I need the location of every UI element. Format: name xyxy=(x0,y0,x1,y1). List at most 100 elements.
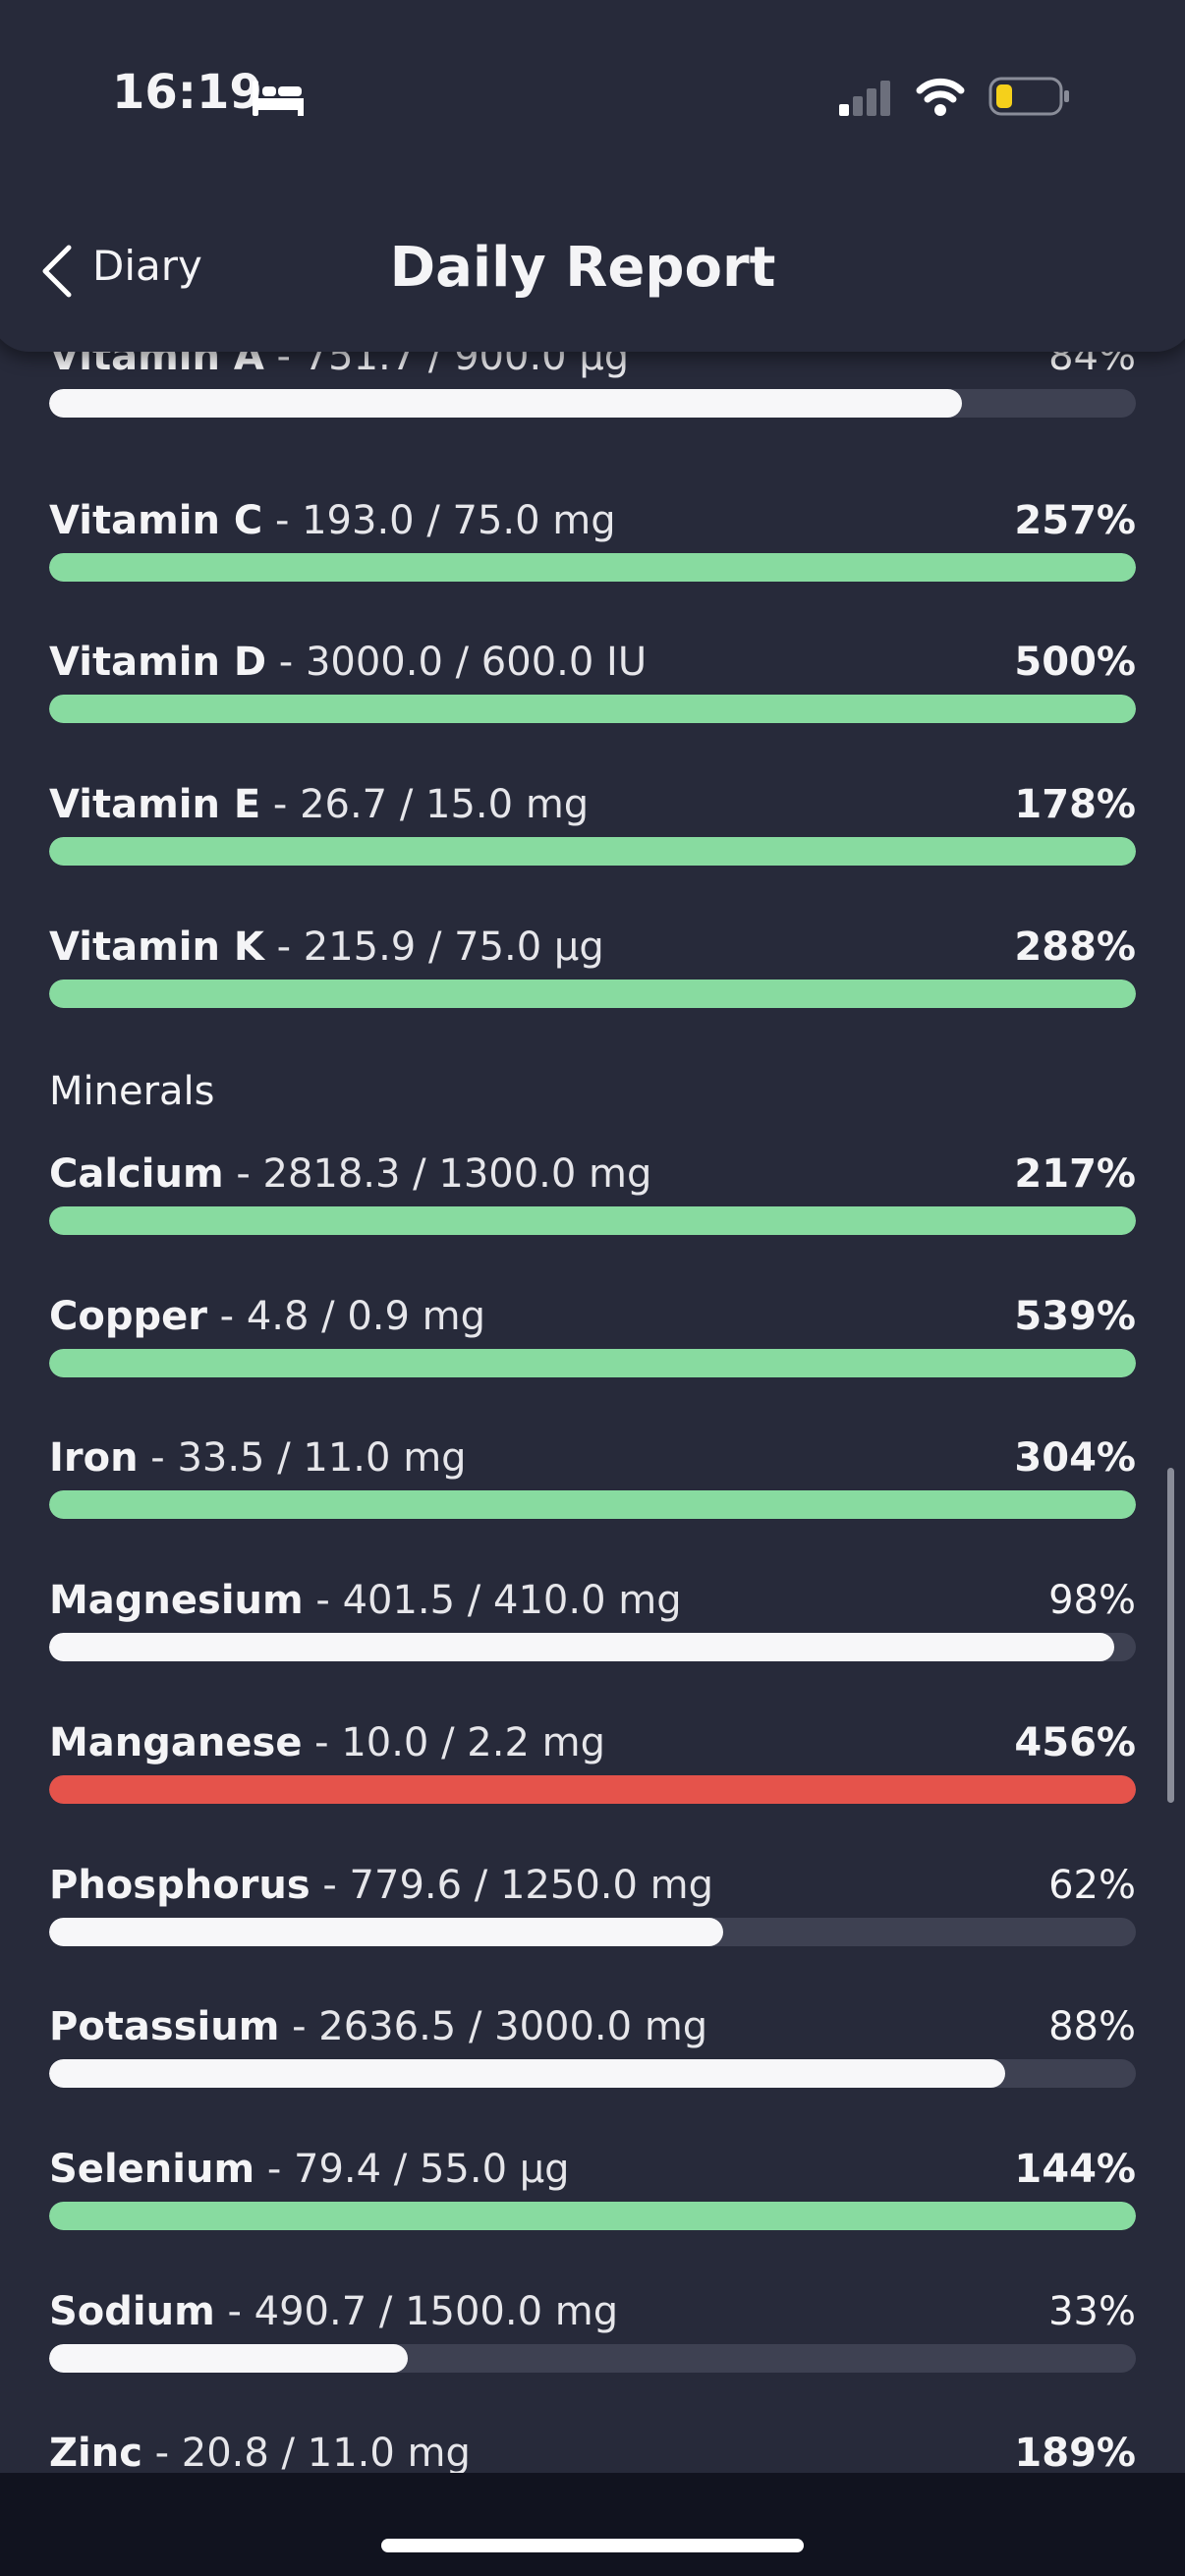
back-button[interactable]: Diary xyxy=(92,242,202,290)
percent: 539% xyxy=(1014,1293,1136,1339)
time: 16:19 xyxy=(112,65,262,120)
nutrient-row: Vitamin C - 193.0 / 75.0 mg 257% xyxy=(49,498,1136,587)
nutrient-detail: - 4.8 / 0.9 mg xyxy=(206,1293,486,1339)
page-title: Daily Report xyxy=(389,236,776,300)
progress-track xyxy=(49,2059,1136,2089)
progress-track xyxy=(49,552,1136,582)
progress-fill xyxy=(49,552,1136,582)
progress-track xyxy=(49,389,1136,418)
nutrient-label: Manganese - 10.0 / 2.2 mg xyxy=(49,1720,1136,1765)
nutrient-name: Sodium xyxy=(49,2288,215,2334)
progress-fill xyxy=(49,1774,1136,1804)
nutrient-row: Vitamin D - 3000.0 / 600.0 IU 500% xyxy=(49,640,1136,728)
progress-fill xyxy=(49,1633,1114,1662)
progress-track xyxy=(49,837,1136,867)
percent: 178% xyxy=(1014,782,1136,828)
progress-track xyxy=(49,979,1136,1008)
nutrient-row: Phosphorus - 779.6 / 1250.0 mg 62% xyxy=(49,1863,1136,1951)
percent: 456% xyxy=(1014,1719,1136,1765)
nutrient-label: Sodium - 490.7 / 1500.0 mg xyxy=(49,2289,1136,2334)
nutrient-label: Potassium - 2636.5 / 3000.0 mg xyxy=(49,2004,1136,2049)
nutrient-detail: - 2818.3 / 1300.0 mg xyxy=(223,1151,652,1197)
progress-track xyxy=(49,1206,1136,1235)
progress-track xyxy=(49,2343,1136,2373)
nutrient-label: Calcium - 2818.3 / 1300.0 mg xyxy=(49,1151,1136,1197)
progress-track xyxy=(49,695,1136,724)
progress-fill xyxy=(49,979,1136,1008)
home-indicator xyxy=(381,2539,804,2552)
nutrient-detail: - 193.0 / 75.0 mg xyxy=(262,497,616,543)
nutrient-row: Zinc - 20.8 / 11.0 mg 189% xyxy=(49,2431,1136,2473)
nutrient-detail: - 79.4 / 55.0 µg xyxy=(254,2146,570,2192)
percent: 98% xyxy=(1048,1578,1136,1624)
nutrient-row: Manganese - 10.0 / 2.2 mg 456% xyxy=(49,1720,1136,1809)
nutrient-row: Iron - 33.5 / 11.0 mg 304% xyxy=(49,1435,1136,1524)
nutrient-label: Vitamin K - 215.9 / 75.0 µg xyxy=(49,924,1136,970)
nutrient-label: Phosphorus - 779.6 / 1250.0 mg xyxy=(49,1863,1136,1908)
nutrient-label: Vitamin E - 26.7 / 15.0 mg xyxy=(49,782,1136,827)
progress-track xyxy=(49,1774,1136,1804)
nutrient-name: Vitamin K xyxy=(49,924,264,970)
progress-fill xyxy=(49,1917,723,1946)
percent: 62% xyxy=(1048,1862,1136,1908)
nutrient-detail: - 33.5 / 11.0 mg xyxy=(138,1435,467,1482)
nutrient-row: Copper - 4.8 / 0.9 mg 539% xyxy=(49,1294,1136,1382)
percent: 257% xyxy=(1014,497,1136,543)
nutrient-name: Iron xyxy=(49,1435,139,1482)
percent: 500% xyxy=(1014,640,1136,686)
back-chevron[interactable] xyxy=(39,244,75,299)
nutrient-label: Magnesium - 401.5 / 410.0 mg xyxy=(49,1578,1136,1623)
percent: 144% xyxy=(1014,2146,1136,2192)
progress-fill xyxy=(49,1206,1136,1235)
nutrient-row: Potassium - 2636.5 / 3000.0 mg 88% xyxy=(49,2004,1136,2093)
battery-icon xyxy=(988,77,1069,116)
nutrient-label: Copper - 4.8 / 0.9 mg xyxy=(49,1294,1136,1339)
nutrient-detail: - 490.7 / 1500.0 mg xyxy=(214,2288,619,2334)
nutrient-name: Magnesium xyxy=(49,1578,304,1624)
nutrient-name: Manganese xyxy=(49,1719,303,1765)
nutrient-row: Sodium - 490.7 / 1500.0 mg 33% xyxy=(49,2289,1136,2378)
nutrient-row: Selenium - 79.4 / 55.0 µg 144% xyxy=(49,2147,1136,2235)
progress-fill xyxy=(49,837,1136,867)
progress-track xyxy=(49,2201,1136,2230)
progress-fill xyxy=(49,1490,1136,1520)
nutrient-name: Zinc xyxy=(49,2431,142,2473)
nutrient-name: Phosphorus xyxy=(49,1862,310,1908)
progress-fill xyxy=(49,695,1136,724)
nutrient-label: Zinc - 20.8 / 11.0 mg xyxy=(49,2431,1136,2473)
nutrient-list: Vitamin A - 751.7 / 900.0 µg 84% Vitamin C… xyxy=(49,334,1136,2473)
nutrient-row: Calcium - 2818.3 / 1300.0 mg 217% xyxy=(49,1151,1136,1240)
bed-icon xyxy=(253,81,304,116)
nutrient-label: Selenium - 79.4 / 55.0 µg xyxy=(49,2147,1136,2192)
nutrient-detail: - 20.8 / 11.0 mg xyxy=(141,2431,471,2473)
percent: 88% xyxy=(1048,2004,1136,2050)
nutrient-row: Vitamin E - 26.7 / 15.0 mg 178% xyxy=(49,782,1136,870)
percent: 288% xyxy=(1014,924,1136,970)
scrollbar xyxy=(1167,1468,1174,1803)
nutrient-detail: - 26.7 / 15.0 mg xyxy=(260,782,590,828)
wifi-icon xyxy=(916,78,965,116)
progress-track xyxy=(49,1490,1136,1520)
nutrient-detail: - 10.0 / 2.2 mg xyxy=(302,1719,605,1765)
progress-track xyxy=(49,1633,1136,1662)
progress-fill xyxy=(49,2201,1136,2230)
progress-fill xyxy=(49,389,963,418)
nutrient-label: Vitamin C - 193.0 / 75.0 mg xyxy=(49,498,1136,543)
nutrient-detail: - 2636.5 / 3000.0 mg xyxy=(279,2004,708,2050)
progress-fill xyxy=(49,1348,1136,1377)
progress-fill xyxy=(49,2059,1006,2089)
nutrient-label: Vitamin D - 3000.0 / 600.0 IU xyxy=(49,640,1136,685)
progress-track xyxy=(49,1917,1136,1946)
nutrient-name: Calcium xyxy=(49,1151,224,1197)
nutrient-row: Vitamin K - 215.9 / 75.0 µg 288% xyxy=(49,924,1136,1013)
percent: 189% xyxy=(1014,2431,1136,2473)
nutrient-name: Copper xyxy=(49,1293,207,1339)
nutrient-detail: - 215.9 / 75.0 µg xyxy=(263,924,604,970)
nutrient-label: Iron - 33.5 / 11.0 mg xyxy=(49,1435,1136,1481)
nutrient-row: Magnesium - 401.5 / 410.0 mg 98% xyxy=(49,1578,1136,1666)
nutrient-name: Selenium xyxy=(49,2146,255,2192)
nutrient-name: Vitamin D xyxy=(49,640,267,686)
nutrient-detail: - 3000.0 / 600.0 IU xyxy=(266,640,648,686)
nutrient-name: Vitamin E xyxy=(49,782,261,828)
